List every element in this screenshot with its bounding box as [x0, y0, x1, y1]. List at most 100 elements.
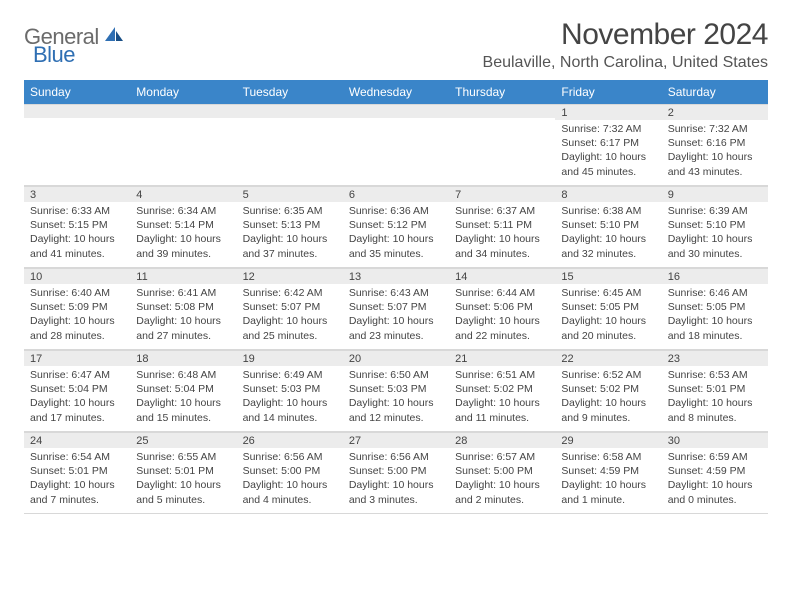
- sunrise-text: Sunrise: 6:59 AM: [668, 450, 762, 464]
- sunrise-text: Sunrise: 6:57 AM: [455, 450, 549, 464]
- sunrise-text: Sunrise: 6:45 AM: [561, 286, 655, 300]
- calendar-day: 30Sunrise: 6:59 AMSunset: 4:59 PMDayligh…: [662, 432, 768, 514]
- daylight-text: Daylight: 10 hours and 5 minutes.: [136, 478, 230, 506]
- sunset-text: Sunset: 5:10 PM: [561, 218, 655, 232]
- daylight-text: Daylight: 10 hours and 41 minutes.: [30, 232, 124, 260]
- sunset-text: Sunset: 5:01 PM: [136, 464, 230, 478]
- sunset-text: Sunset: 5:02 PM: [561, 382, 655, 396]
- day-details: Sunrise: 6:57 AMSunset: 5:00 PMDaylight:…: [449, 448, 555, 511]
- day-details: Sunrise: 6:48 AMSunset: 5:04 PMDaylight:…: [130, 366, 236, 429]
- dayname: Sunday: [24, 80, 130, 104]
- day-details: Sunrise: 6:42 AMSunset: 5:07 PMDaylight:…: [237, 284, 343, 347]
- daylight-text: Daylight: 10 hours and 25 minutes.: [243, 314, 337, 342]
- sunset-text: Sunset: 5:15 PM: [30, 218, 124, 232]
- calendar-day: 8Sunrise: 6:38 AMSunset: 5:10 PMDaylight…: [555, 186, 661, 268]
- daylight-text: Daylight: 10 hours and 0 minutes.: [668, 478, 762, 506]
- sunrise-text: Sunrise: 6:36 AM: [349, 204, 443, 218]
- calendar-day: 20Sunrise: 6:50 AMSunset: 5:03 PMDayligh…: [343, 350, 449, 432]
- sunrise-text: Sunrise: 6:42 AM: [243, 286, 337, 300]
- day-number: 30: [662, 432, 768, 448]
- calendar-week: 24Sunrise: 6:54 AMSunset: 5:01 PMDayligh…: [24, 432, 768, 514]
- dayname: Tuesday: [237, 80, 343, 104]
- sunrise-text: Sunrise: 6:50 AM: [349, 368, 443, 382]
- sunrise-text: Sunrise: 6:46 AM: [668, 286, 762, 300]
- day-number: 19: [237, 350, 343, 366]
- calendar-day: 22Sunrise: 6:52 AMSunset: 5:02 PMDayligh…: [555, 350, 661, 432]
- day-number: 9: [662, 186, 768, 202]
- daylight-text: Daylight: 10 hours and 3 minutes.: [349, 478, 443, 506]
- sunrise-text: Sunrise: 6:52 AM: [561, 368, 655, 382]
- location: Beulaville, North Carolina, United State…: [483, 54, 768, 72]
- calendar-week: 1Sunrise: 7:32 AMSunset: 6:17 PMDaylight…: [24, 104, 768, 186]
- calendar-empty: [237, 104, 343, 186]
- sunset-text: Sunset: 5:01 PM: [30, 464, 124, 478]
- daylight-text: Daylight: 10 hours and 20 minutes.: [561, 314, 655, 342]
- calendar-day: 28Sunrise: 6:57 AMSunset: 5:00 PMDayligh…: [449, 432, 555, 514]
- day-number: 12: [237, 268, 343, 284]
- sunset-text: Sunset: 5:04 PM: [30, 382, 124, 396]
- daylight-text: Daylight: 10 hours and 35 minutes.: [349, 232, 443, 260]
- sunset-text: Sunset: 5:05 PM: [561, 300, 655, 314]
- day-number: 2: [662, 104, 768, 120]
- calendar-day: 9Sunrise: 6:39 AMSunset: 5:10 PMDaylight…: [662, 186, 768, 268]
- sunrise-text: Sunrise: 6:40 AM: [30, 286, 124, 300]
- day-number: 14: [449, 268, 555, 284]
- day-number: 16: [662, 268, 768, 284]
- sunrise-text: Sunrise: 6:51 AM: [455, 368, 549, 382]
- sunrise-text: Sunrise: 7:32 AM: [561, 122, 655, 136]
- sunset-text: Sunset: 6:16 PM: [668, 136, 762, 150]
- calendar-day: 13Sunrise: 6:43 AMSunset: 5:07 PMDayligh…: [343, 268, 449, 350]
- sunrise-text: Sunrise: 6:49 AM: [243, 368, 337, 382]
- day-number: 18: [130, 350, 236, 366]
- sunrise-text: Sunrise: 6:43 AM: [349, 286, 443, 300]
- sunset-text: Sunset: 5:11 PM: [455, 218, 549, 232]
- day-details: Sunrise: 6:58 AMSunset: 4:59 PMDaylight:…: [555, 448, 661, 511]
- calendar-day: 3Sunrise: 6:33 AMSunset: 5:15 PMDaylight…: [24, 186, 130, 268]
- day-number: 29: [555, 432, 661, 448]
- sunrise-text: Sunrise: 6:47 AM: [30, 368, 124, 382]
- daylight-text: Daylight: 10 hours and 23 minutes.: [349, 314, 443, 342]
- day-number: 23: [662, 350, 768, 366]
- day-details: Sunrise: 6:40 AMSunset: 5:09 PMDaylight:…: [24, 284, 130, 347]
- dayname: Wednesday: [343, 80, 449, 104]
- sunrise-text: Sunrise: 6:39 AM: [668, 204, 762, 218]
- empty-daynum: [24, 104, 130, 118]
- sunrise-text: Sunrise: 6:48 AM: [136, 368, 230, 382]
- title-block: November 2024 Beulaville, North Carolina…: [483, 18, 768, 72]
- day-number: 11: [130, 268, 236, 284]
- daylight-text: Daylight: 10 hours and 28 minutes.: [30, 314, 124, 342]
- sunset-text: Sunset: 5:12 PM: [349, 218, 443, 232]
- calendar-day: 1Sunrise: 7:32 AMSunset: 6:17 PMDaylight…: [555, 104, 661, 186]
- calendar-day: 6Sunrise: 6:36 AMSunset: 5:12 PMDaylight…: [343, 186, 449, 268]
- day-details: Sunrise: 6:34 AMSunset: 5:14 PMDaylight:…: [130, 202, 236, 265]
- calendar-day: 11Sunrise: 6:41 AMSunset: 5:08 PMDayligh…: [130, 268, 236, 350]
- sunset-text: Sunset: 5:07 PM: [243, 300, 337, 314]
- dayname: Monday: [130, 80, 236, 104]
- calendar-day: 12Sunrise: 6:42 AMSunset: 5:07 PMDayligh…: [237, 268, 343, 350]
- day-number: 17: [24, 350, 130, 366]
- sunset-text: Sunset: 5:04 PM: [136, 382, 230, 396]
- day-number: 27: [343, 432, 449, 448]
- daylight-text: Daylight: 10 hours and 2 minutes.: [455, 478, 549, 506]
- day-details: Sunrise: 6:33 AMSunset: 5:15 PMDaylight:…: [24, 202, 130, 265]
- day-details: Sunrise: 6:46 AMSunset: 5:05 PMDaylight:…: [662, 284, 768, 347]
- daylight-text: Daylight: 10 hours and 8 minutes.: [668, 396, 762, 424]
- calendar-day: 25Sunrise: 6:55 AMSunset: 5:01 PMDayligh…: [130, 432, 236, 514]
- brand-logo: General Blue: [24, 18, 125, 50]
- calendar-day: 17Sunrise: 6:47 AMSunset: 5:04 PMDayligh…: [24, 350, 130, 432]
- day-details: Sunrise: 6:35 AMSunset: 5:13 PMDaylight:…: [237, 202, 343, 265]
- day-number: 10: [24, 268, 130, 284]
- daylight-text: Daylight: 10 hours and 45 minutes.: [561, 150, 655, 178]
- sunset-text: Sunset: 5:00 PM: [349, 464, 443, 478]
- sail-icon: [103, 25, 125, 50]
- sunrise-text: Sunrise: 6:38 AM: [561, 204, 655, 218]
- day-details: Sunrise: 6:38 AMSunset: 5:10 PMDaylight:…: [555, 202, 661, 265]
- calendar-day: 19Sunrise: 6:49 AMSunset: 5:03 PMDayligh…: [237, 350, 343, 432]
- day-details: Sunrise: 6:55 AMSunset: 5:01 PMDaylight:…: [130, 448, 236, 511]
- calendar-empty: [449, 104, 555, 186]
- day-details: Sunrise: 6:54 AMSunset: 5:01 PMDaylight:…: [24, 448, 130, 511]
- dayname: Friday: [555, 80, 661, 104]
- sunrise-text: Sunrise: 7:32 AM: [668, 122, 762, 136]
- day-details: Sunrise: 6:45 AMSunset: 5:05 PMDaylight:…: [555, 284, 661, 347]
- sunset-text: Sunset: 5:09 PM: [30, 300, 124, 314]
